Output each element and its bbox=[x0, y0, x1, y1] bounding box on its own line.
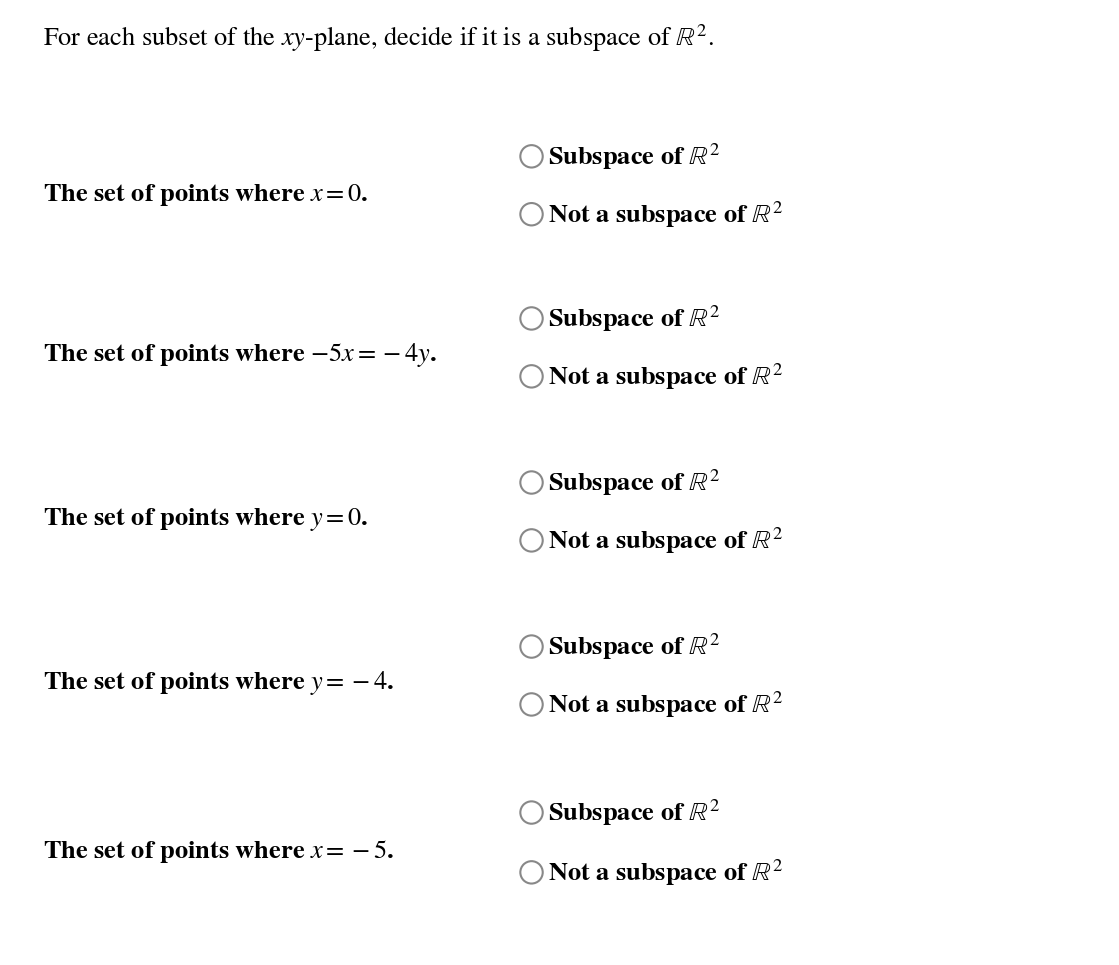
Text: The set of points where $y = 0$.: The set of points where $y = 0$. bbox=[43, 506, 368, 533]
Text: Subspace of $\mathbb{R}^2$: Subspace of $\mathbb{R}^2$ bbox=[548, 303, 721, 334]
Text: The set of points where $x = 0$.: The set of points where $x = 0$. bbox=[43, 182, 368, 207]
Text: Not a subspace of $\mathbb{R}^2$: Not a subspace of $\mathbb{R}^2$ bbox=[548, 199, 783, 230]
Text: Not a subspace of $\mathbb{R}^2$: Not a subspace of $\mathbb{R}^2$ bbox=[548, 857, 783, 888]
Text: Subspace of $\mathbb{R}^2$: Subspace of $\mathbb{R}^2$ bbox=[548, 631, 721, 662]
Text: For each subset of the $\mathit{xy}$-plane, decide if it is a subspace of $\math: For each subset of the $\mathit{xy}$-pla… bbox=[43, 23, 714, 54]
Text: Not a subspace of $\mathbb{R}^2$: Not a subspace of $\mathbb{R}^2$ bbox=[548, 361, 783, 392]
Text: The set of points where $x = -5$.: The set of points where $x = -5$. bbox=[43, 838, 394, 865]
Text: The set of points where $-5x = -4y$.: The set of points where $-5x = -4y$. bbox=[43, 341, 436, 370]
Text: Subspace of $\mathbb{R}^2$: Subspace of $\mathbb{R}^2$ bbox=[548, 797, 721, 828]
Text: The set of points where $y = -4$.: The set of points where $y = -4$. bbox=[43, 669, 394, 698]
Text: Not a subspace of $\mathbb{R}^2$: Not a subspace of $\mathbb{R}^2$ bbox=[548, 525, 783, 556]
Text: Subspace of $\mathbb{R}^2$: Subspace of $\mathbb{R}^2$ bbox=[548, 141, 721, 172]
Text: Not a subspace of $\mathbb{R}^2$: Not a subspace of $\mathbb{R}^2$ bbox=[548, 689, 783, 720]
Text: Subspace of $\mathbb{R}^2$: Subspace of $\mathbb{R}^2$ bbox=[548, 467, 721, 498]
